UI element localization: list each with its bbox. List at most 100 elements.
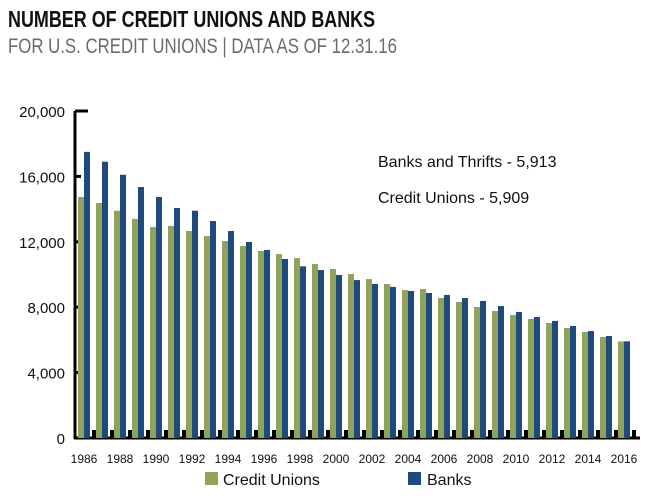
x-tick-mark — [254, 430, 258, 439]
bar-banks-2001 — [354, 280, 360, 438]
bar-credit-unions-2006 — [438, 298, 444, 438]
bar-credit-unions-1990 — [150, 227, 156, 438]
bar-credit-unions-1998 — [294, 258, 300, 438]
x-tick-mark — [164, 430, 168, 439]
x-tick-mark — [434, 430, 438, 439]
legend-label-credit-unions: Credit Unions — [223, 472, 320, 489]
y-tick-label: 12,000 — [19, 235, 65, 252]
bar-banks-1995 — [246, 241, 252, 438]
x-tick-label: 1992 — [179, 452, 206, 466]
y-tick-label: 0 — [57, 431, 65, 448]
bar-banks-2012 — [552, 320, 558, 438]
bar-credit-unions-2015 — [600, 336, 606, 438]
bar-credit-unions-2001 — [348, 274, 354, 438]
x-tick-label: 1988 — [107, 452, 134, 466]
x-tick-label: 2002 — [359, 452, 386, 466]
bar-banks-1997 — [282, 258, 288, 438]
x-tick-label: 1994 — [215, 452, 242, 466]
x-tick-label: 1998 — [287, 452, 314, 466]
bar-banks-1990 — [156, 197, 162, 438]
bar-banks-1994 — [228, 231, 234, 438]
x-tick-mark — [416, 430, 420, 439]
bar-credit-unions-1994 — [222, 240, 228, 438]
x-tick-mark — [506, 430, 510, 439]
x-tick-mark — [182, 430, 186, 439]
x-tick-mark — [524, 430, 528, 439]
bar-banks-2015 — [606, 335, 612, 438]
x-tick-mark — [200, 430, 204, 439]
x-tick-mark — [362, 430, 366, 439]
x-tick-mark — [560, 430, 564, 439]
legend-label-banks: Banks — [427, 472, 471, 489]
x-tick-mark — [128, 430, 132, 439]
x-tick-mark — [596, 430, 600, 439]
x-tick-mark — [398, 430, 402, 439]
bar-banks-1999 — [318, 270, 324, 438]
x-tick-mark — [578, 430, 582, 439]
bar-credit-unions-1992 — [186, 231, 192, 438]
x-tick-mark — [452, 430, 456, 439]
x-tick-mark — [146, 430, 150, 439]
bar-banks-1998 — [300, 266, 306, 438]
bar-credit-unions-2002 — [366, 279, 372, 438]
bar-banks-1991 — [174, 207, 180, 438]
bar-banks-2009 — [498, 306, 504, 438]
x-tick-label: 1986 — [71, 452, 98, 466]
bar-credit-unions-2010 — [510, 315, 516, 438]
x-tick-label: 1990 — [143, 452, 170, 466]
bar-credit-unions-1986 — [78, 197, 84, 438]
bar-credit-unions-1996 — [258, 250, 264, 438]
x-tick-mark — [632, 430, 636, 439]
bar-credit-unions-2008 — [474, 307, 480, 438]
y-tick-label: 4,000 — [27, 366, 65, 383]
annotation-credit-unions: Credit Unions - 5,909 — [378, 190, 529, 207]
x-tick-mark — [614, 430, 618, 439]
x-tick-label: 1996 — [251, 452, 278, 466]
bar-banks-2004 — [408, 291, 414, 438]
x-tick-mark — [110, 430, 114, 439]
x-tick-mark — [542, 430, 546, 439]
bar-banks-2011 — [534, 317, 540, 438]
x-tick-mark — [326, 430, 330, 439]
bar-credit-unions-1988 — [114, 210, 120, 438]
bar-credit-unions-2007 — [456, 301, 462, 438]
x-tick-mark — [470, 430, 474, 439]
chart-subtitle: FOR U.S. CREDIT UNIONS | DATA AS OF 12.3… — [8, 35, 398, 58]
bar-banks-1989 — [138, 187, 144, 438]
legend-swatch-banks — [408, 472, 421, 485]
bar-banks-1987 — [102, 161, 108, 438]
x-tick-mark — [380, 430, 384, 439]
bar-banks-2002 — [372, 283, 378, 438]
bar-credit-unions-1991 — [168, 225, 174, 438]
bar-banks-2007 — [462, 298, 468, 438]
bar-banks-2013 — [570, 326, 576, 438]
bar-credit-unions-1993 — [204, 236, 210, 438]
bar-banks-1993 — [210, 221, 216, 438]
x-tick-mark — [272, 430, 276, 439]
bar-banks-2016 — [624, 341, 630, 438]
x-tick-label: 2004 — [395, 452, 422, 466]
y-tick-label: 16,000 — [19, 169, 65, 186]
x-tick-label: 2010 — [503, 452, 530, 466]
bar-credit-unions-1997 — [276, 254, 282, 438]
bar-banks-2008 — [480, 300, 486, 438]
y-tick-label: 8,000 — [27, 300, 65, 317]
x-tick-label: 2014 — [575, 452, 602, 466]
y-tick-label: 20,000 — [19, 104, 65, 121]
bar-banks-1996 — [264, 249, 270, 438]
bar-credit-unions-1995 — [240, 246, 246, 438]
bar-banks-2014 — [588, 331, 594, 438]
bar-credit-unions-2005 — [420, 289, 426, 438]
x-tick-mark — [290, 430, 294, 439]
legend-swatch-credit-unions — [205, 472, 218, 485]
x-tick-label: 2016 — [611, 452, 638, 466]
bar-credit-unions-1987 — [96, 203, 102, 438]
bar-banks-1986 — [84, 151, 90, 438]
chart-title: NUMBER OF CREDIT UNIONS AND BANKS — [8, 6, 376, 32]
x-tick-label: 2006 — [431, 452, 458, 466]
bar-banks-2005 — [426, 292, 432, 438]
annotation-banks: Banks and Thrifts - 5,913 — [378, 154, 557, 171]
bar-banks-2006 — [444, 294, 450, 438]
bar-credit-unions-2012 — [546, 323, 552, 438]
x-tick-mark — [488, 430, 492, 439]
